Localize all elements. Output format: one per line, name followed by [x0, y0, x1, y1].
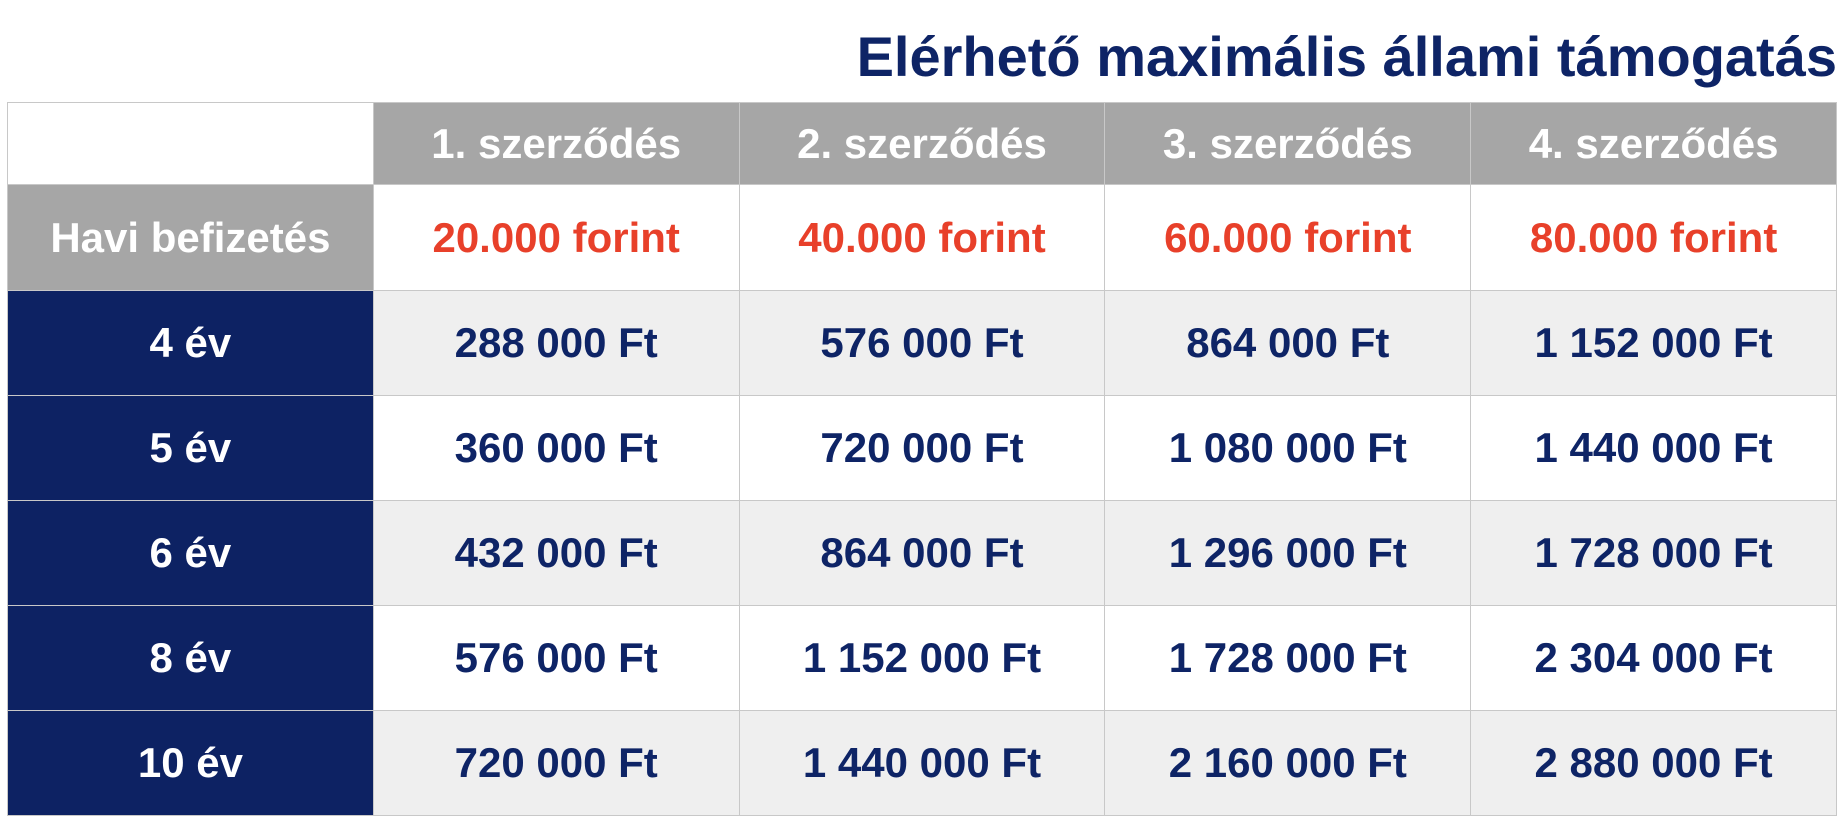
data-cell: 1 152 000 Ft	[1470, 290, 1837, 396]
payment-cell: 60.000 forint	[1104, 184, 1472, 291]
data-cell: 864 000 Ft	[1104, 290, 1472, 396]
data-cell: 432 000 Ft	[372, 500, 740, 606]
row-header: 6 év	[7, 500, 374, 606]
column-header: 1. szerződés	[372, 102, 740, 185]
data-cell: 1 728 000 Ft	[1470, 500, 1837, 606]
data-cell: 2 880 000 Ft	[1470, 710, 1837, 816]
column-header: 4. szerződés	[1470, 102, 1837, 185]
header-row: 1. szerződés 2. szerződés 3. szerződés 4. s…	[7, 102, 1837, 185]
support-table: 1. szerződés 2. szerződés 3. szerződés 4. s…	[7, 102, 1837, 816]
payment-row: Havi befizetés 20.000 forint 40.000 forint…	[7, 184, 1837, 291]
column-header: 2. szerződés	[738, 102, 1106, 185]
payment-cell: 40.000 forint	[738, 184, 1106, 291]
data-cell: 1 080 000 Ft	[1104, 395, 1472, 501]
data-cell: 576 000 Ft	[372, 605, 740, 711]
data-row: 5 év 360 000 Ft 720 000 Ft 1 080 000 Ft 1 44…	[7, 395, 1837, 501]
row-header: 4 év	[7, 290, 374, 396]
data-cell: 2 160 000 Ft	[1104, 710, 1472, 816]
data-cell: 1 728 000 Ft	[1104, 605, 1472, 711]
data-cell: 1 296 000 Ft	[1104, 500, 1472, 606]
row-header: 10 év	[7, 710, 374, 816]
data-row: 10 év 720 000 Ft 1 440 000 Ft 2 160 000 Ft 2…	[7, 710, 1837, 816]
data-cell: 1 440 000 Ft	[1470, 395, 1837, 501]
row-header: 5 év	[7, 395, 374, 501]
data-cell: 1 152 000 Ft	[738, 605, 1106, 711]
data-row: 6 év 432 000 Ft 864 000 Ft 1 296 000 Ft 1 72…	[7, 500, 1837, 606]
title: Elérhető maximális állami támogatás	[856, 25, 1837, 88]
data-cell: 288 000 Ft	[372, 290, 740, 396]
data-cell: 864 000 Ft	[738, 500, 1106, 606]
data-cell: 1 440 000 Ft	[738, 710, 1106, 816]
payment-cell: 20.000 forint	[372, 184, 740, 291]
corner-cell	[7, 102, 374, 185]
payment-cell: 80.000 forint	[1470, 184, 1837, 291]
row-header: 8 év	[7, 605, 374, 711]
data-row: 4 év 288 000 Ft 576 000 Ft 864 000 Ft 1 152 …	[7, 290, 1837, 396]
data-cell: 720 000 Ft	[738, 395, 1106, 501]
data-cell: 2 304 000 Ft	[1470, 605, 1837, 711]
row-header: Havi befizetés	[7, 184, 374, 291]
column-header: 3. szerződés	[1104, 102, 1472, 185]
data-cell: 576 000 Ft	[738, 290, 1106, 396]
data-row: 8 év 576 000 Ft 1 152 000 Ft 1 728 000 Ft 2 …	[7, 605, 1837, 711]
data-cell: 360 000 Ft	[372, 395, 740, 501]
data-cell: 720 000 Ft	[372, 710, 740, 816]
